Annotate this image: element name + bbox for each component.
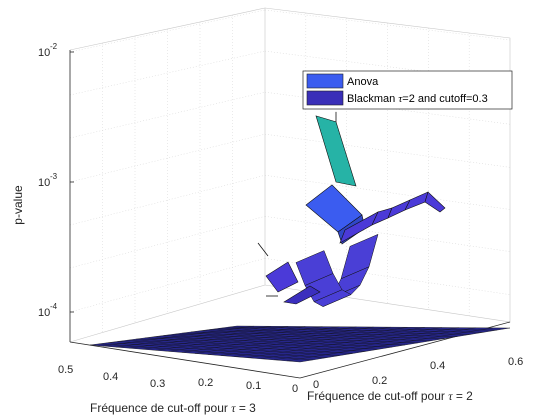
flat-surface-mesh-line bbox=[108, 342, 327, 358]
x-tick-label: 0.1 bbox=[246, 380, 261, 392]
gridline-left-wall bbox=[69, 133, 266, 183]
y-axis-label: Fréquence de cut-off pour τ = 2 bbox=[307, 389, 473, 403]
legend-label-blackman: Blackman τ=2 and cutoff=0.3 bbox=[347, 93, 488, 105]
z-axis-label: p-value bbox=[11, 185, 25, 225]
gridline-right-wall bbox=[264, 133, 511, 168]
gridline-right-wall bbox=[264, 50, 511, 83]
gridline-left-wall bbox=[69, 9, 266, 53]
x-tick-label: 0 bbox=[292, 383, 298, 395]
blackman-surface bbox=[257, 111, 446, 307]
z-tick-base: 10 bbox=[38, 47, 50, 59]
flat-surface-mesh-line bbox=[126, 340, 353, 354]
blackman-bottom-tip bbox=[283, 285, 321, 305]
gridline-right-wall bbox=[264, 9, 511, 41]
flat-surface-mesh-line bbox=[181, 332, 432, 341]
blackman-step-right bbox=[424, 191, 446, 213]
z-tick-exp: -3 bbox=[50, 172, 58, 181]
flat-surface-mesh-line bbox=[191, 331, 445, 339]
y-tick-label: 0.2 bbox=[372, 375, 387, 387]
x-tick-label: 0.4 bbox=[103, 371, 118, 383]
blackman-left-edge bbox=[257, 242, 269, 257]
flat-surface-mesh-line bbox=[135, 338, 366, 352]
gridline-left-wall bbox=[69, 50, 266, 96]
z-tick-exp: -4 bbox=[50, 302, 58, 311]
legend-swatch-blackman bbox=[306, 90, 344, 106]
anova-flat-surface bbox=[89, 325, 511, 363]
y-tick-label: 0.6 bbox=[508, 356, 523, 368]
x-axis-line bbox=[69, 341, 301, 379]
flat-surface-mesh-line bbox=[154, 336, 392, 348]
x-ticks: 0.5 0.4 0.3 0.2 0.1 0 bbox=[58, 364, 298, 395]
flat-surface-mesh-line bbox=[163, 335, 406, 346]
flat-surface-mesh-line bbox=[172, 334, 419, 344]
flat-surface-mesh-line bbox=[227, 327, 497, 331]
x-tick-label: 0.2 bbox=[198, 377, 213, 389]
z-tick-10-4: 10 -4 bbox=[38, 302, 74, 319]
blackman-left-wedge bbox=[265, 261, 299, 293]
flat-surface-mesh-line bbox=[117, 341, 340, 356]
gridline-right-wall bbox=[264, 258, 511, 295]
flat-surface-mesh-line bbox=[200, 330, 458, 337]
flat-surface-mesh-line bbox=[99, 343, 314, 361]
flat-surface-mesh-line bbox=[218, 328, 484, 333]
z-tick-base: 10 bbox=[38, 307, 50, 319]
x-tick-label: 0.5 bbox=[58, 364, 73, 376]
z-tick-10-2: 10 -2 bbox=[38, 42, 74, 59]
blackman-band-cell bbox=[295, 250, 334, 286]
flat-surface-mesh-line bbox=[145, 337, 379, 350]
gridline-right-wall bbox=[264, 174, 511, 210]
x-tick-label: 0.3 bbox=[150, 378, 165, 390]
z-tick-exp: -2 bbox=[50, 42, 58, 51]
z-tick-10-3: 10 -3 bbox=[38, 172, 74, 189]
legend-label-anova: Anova bbox=[347, 76, 379, 88]
flat-surface-mesh-line bbox=[209, 329, 471, 335]
back-wall-grid bbox=[69, 7, 511, 343]
y-tick-label: 0 bbox=[313, 379, 319, 391]
y-ticks: 0 0.2 0.4 0.6 bbox=[313, 356, 523, 391]
gridline-left-wall bbox=[69, 175, 266, 226]
legend: Anova Blackman τ=2 and cutoff=0.3 bbox=[302, 70, 513, 110]
y-tick-label: 0.4 bbox=[430, 360, 445, 372]
x-axis-label: Fréquence de cut-off pour τ = 3 bbox=[90, 401, 256, 415]
legend-swatch-anova bbox=[306, 73, 344, 89]
z-tick-base: 10 bbox=[38, 177, 50, 189]
blackman-peak-face bbox=[315, 115, 357, 187]
